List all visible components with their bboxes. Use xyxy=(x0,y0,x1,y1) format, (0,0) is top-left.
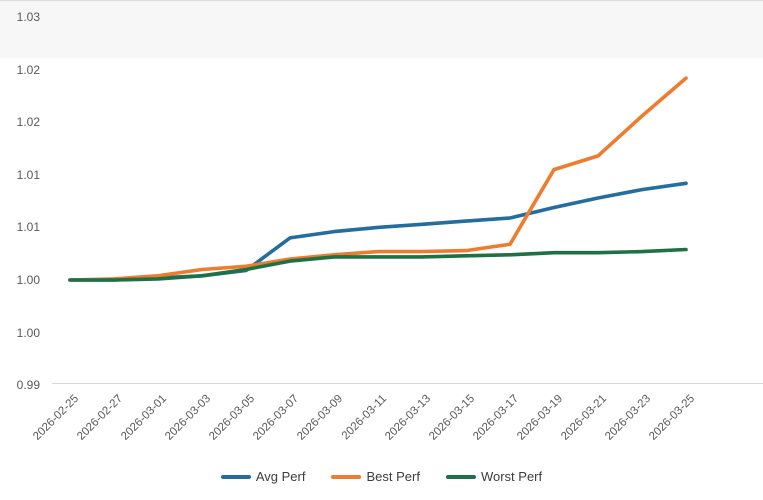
legend-swatch-best-perf xyxy=(331,474,362,479)
chart-top-band xyxy=(0,0,763,58)
series-line-worst-perf xyxy=(68,247,688,282)
x-axis-line xyxy=(52,383,763,384)
legend-swatch-worst-perf xyxy=(445,474,476,479)
y-tick-label: 1.01 xyxy=(16,220,40,235)
legend-item-worst-perf: Worst Perf xyxy=(445,469,543,484)
y-tick-label: 1.00 xyxy=(16,325,40,340)
y-tick-label: 1.02 xyxy=(16,62,40,77)
y-tick-label: 0.99 xyxy=(16,378,40,393)
legend-label: Avg Perf xyxy=(255,469,306,484)
legend-item-best-perf: Best Perf xyxy=(331,469,420,484)
y-tick-label: 1.02 xyxy=(16,115,40,130)
series-line-best-perf xyxy=(68,76,688,282)
legend-label: Worst Perf xyxy=(480,469,543,484)
series-line-avg-perf xyxy=(68,181,688,282)
chart-top-border xyxy=(0,0,763,1)
y-tick-label: 1.00 xyxy=(16,273,40,287)
y-tick-label: 1.01 xyxy=(16,167,40,182)
legend-swatch-avg-perf xyxy=(220,474,251,479)
legend-label: Best Perf xyxy=(366,469,420,484)
chart-legend: Avg Perf Best Perf Worst Perf xyxy=(0,469,763,484)
y-tick-label: 1.03 xyxy=(16,10,40,25)
legend-item-avg-perf: Avg Perf xyxy=(220,469,306,484)
